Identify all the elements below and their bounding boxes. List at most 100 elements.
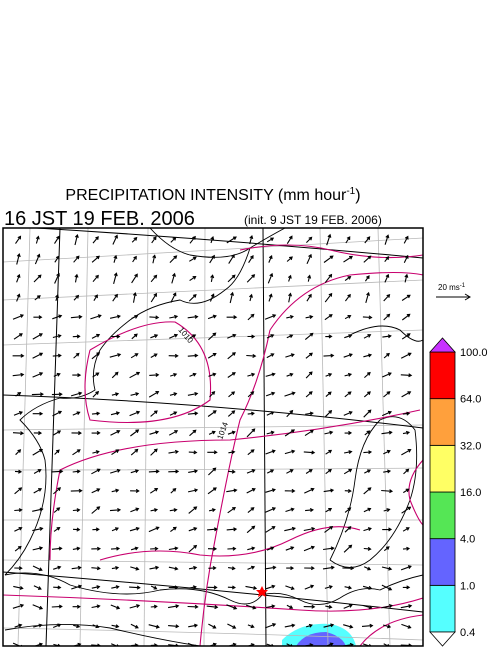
wind-arrow	[33, 585, 42, 590]
wind-arrow	[344, 507, 352, 513]
wind-arrow	[150, 448, 158, 456]
wind-arrow	[208, 430, 216, 435]
wind-arrow	[129, 410, 141, 417]
wind-arrow	[383, 546, 390, 552]
wind-arrow	[150, 274, 158, 283]
wind-arrow	[32, 372, 44, 378]
wind-arrow	[268, 293, 273, 302]
wind-arrow	[323, 546, 335, 551]
wind-arrow	[343, 624, 354, 629]
init-time: (init. 9 JST 19 FEB. 2006)	[244, 213, 382, 227]
wind-arrow	[72, 449, 81, 456]
wind-arrow	[188, 450, 198, 455]
wind-arrow	[264, 314, 277, 320]
wind-arrow	[207, 585, 218, 590]
wind-arrow	[52, 334, 62, 339]
wind-arrow	[112, 293, 118, 302]
wind-arrow	[189, 429, 197, 437]
wind-arrow	[285, 353, 295, 358]
wind-arrow	[384, 273, 390, 283]
wind-arrow	[247, 313, 255, 321]
wind-arrow	[383, 391, 391, 398]
wind-arrow	[226, 527, 238, 532]
wind-arrow	[286, 604, 294, 609]
wind-arrow	[210, 274, 215, 282]
wind-arrow	[284, 488, 296, 493]
wind-arrow	[267, 272, 274, 284]
wind-arrow	[91, 333, 101, 339]
wind-arrow	[170, 526, 177, 533]
wind-arrow	[208, 467, 217, 476]
wind-arrow	[91, 546, 101, 551]
title: PRECIPITATION INTENSITY (mm hour-1)	[65, 186, 360, 204]
wind-arrow	[71, 431, 82, 436]
wind-arrow	[324, 525, 334, 533]
wind-arrow	[227, 506, 236, 514]
wind-arrow	[363, 527, 372, 532]
wind-arrow	[131, 333, 138, 340]
wind-arrow	[363, 334, 372, 339]
wind-arrow	[14, 623, 23, 628]
wind-arrow	[111, 585, 120, 589]
wind-arrow	[303, 450, 316, 455]
wind-arrow	[306, 293, 312, 302]
wind-arrow	[109, 314, 121, 319]
wind-arrow	[53, 487, 61, 495]
wind-arrow	[189, 235, 196, 244]
wind-arrow	[247, 411, 255, 416]
wind-arrow	[52, 353, 62, 358]
wind-arrow	[304, 566, 315, 571]
wind-arrow	[91, 468, 101, 475]
wind-arrow	[188, 565, 198, 570]
wind-arrow	[400, 352, 412, 359]
wind-arrow	[109, 353, 122, 358]
wind-arrow	[169, 255, 178, 263]
wind-arrow	[227, 585, 236, 590]
wind-arrow	[324, 273, 333, 283]
colorbar-segment	[429, 491, 456, 540]
wind-arrow	[325, 409, 333, 418]
isobar-label: 1014	[215, 420, 230, 440]
wind-arrow	[150, 292, 157, 303]
wind-arrow	[130, 507, 140, 513]
wind-arrow	[344, 334, 353, 339]
wind-arrow	[383, 352, 390, 359]
wind-arrow	[286, 566, 295, 571]
wind-arrow	[72, 373, 82, 378]
wind-arrow	[91, 604, 101, 609]
wind-arrow	[16, 293, 21, 302]
wind-arrow	[52, 623, 62, 629]
colorbar-label: 32.0	[460, 440, 481, 452]
wind-arrow	[363, 450, 373, 455]
wind-arrow	[12, 353, 25, 358]
wind-arrow	[364, 371, 371, 379]
wind-arrow	[14, 487, 23, 495]
wind-arrow	[13, 411, 23, 416]
wind-arrow	[187, 411, 199, 416]
coastlines	[4, 228, 423, 646]
wind-arrow	[266, 411, 275, 416]
wind-arrow	[363, 566, 372, 571]
wind-arrow	[169, 411, 178, 416]
wind-arrow	[189, 334, 197, 339]
wind-arrow	[400, 565, 412, 571]
wind-arrow	[266, 430, 275, 435]
wind-arrow	[208, 372, 217, 377]
wind-arrow	[343, 450, 353, 455]
wind-arrow	[171, 272, 176, 284]
wind-arrow	[323, 488, 335, 493]
wind-arrow	[32, 565, 43, 572]
wind-arrow	[130, 546, 139, 551]
wind-arrow	[91, 488, 101, 494]
wind-arrow	[381, 584, 393, 591]
wind-arrow	[72, 508, 81, 513]
wind-arrow	[246, 274, 256, 283]
wind-arrow	[207, 352, 217, 359]
wind-arrow	[344, 275, 352, 282]
wind-arrow	[73, 624, 81, 629]
wind-arrow	[384, 234, 390, 245]
wind-arrow	[401, 506, 412, 514]
wind-arrow	[74, 273, 79, 283]
wind-arrow	[130, 566, 140, 571]
wind-arrow	[400, 373, 413, 378]
